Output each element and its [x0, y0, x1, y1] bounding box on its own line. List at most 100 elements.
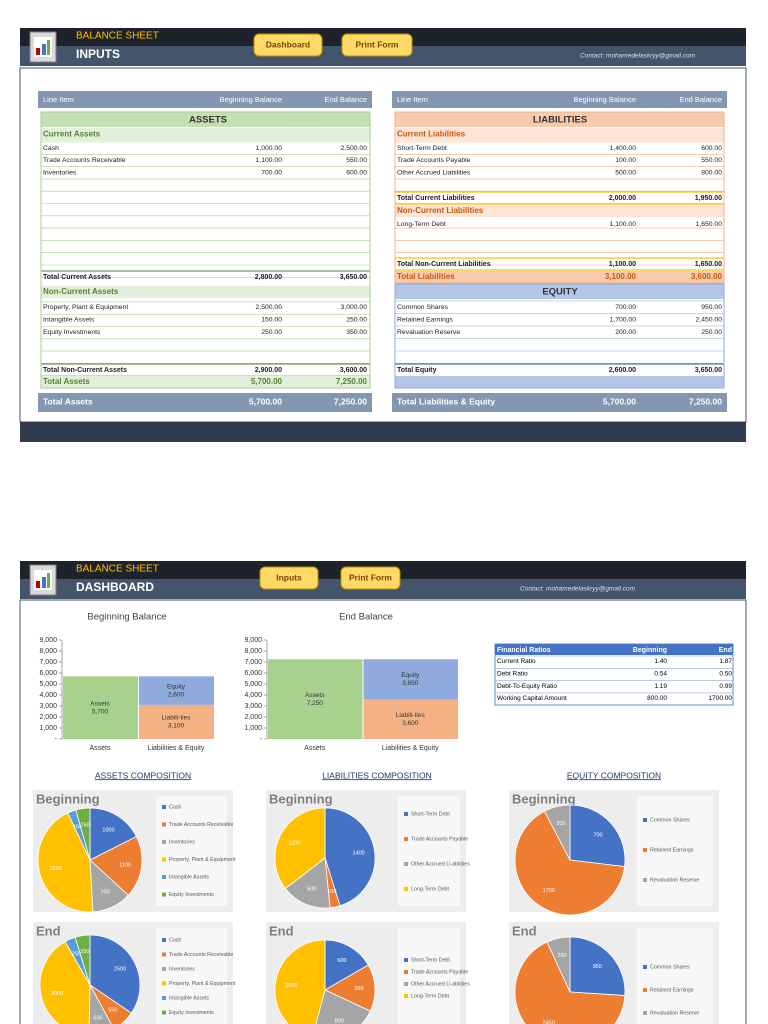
contact: Contact: mohamedelaskryy@gmail.com — [580, 53, 696, 60]
row-label: Total Current Assets — [43, 274, 111, 281]
legend-swatch — [404, 970, 408, 974]
row-label: Debt Ratio — [497, 671, 528, 678]
nav-button[interactable] — [340, 566, 401, 590]
cell-value: 250.00 — [261, 329, 282, 336]
legend-label: Other Accrued Li-abilities — [411, 981, 470, 987]
chart-title: Beginning — [512, 791, 576, 806]
y-tick-label: 2,000 — [244, 714, 262, 721]
cell-value: 600.00 — [701, 145, 722, 152]
row-label: Total Assets — [43, 396, 93, 406]
data-label: 100 — [327, 889, 336, 895]
table-footer — [392, 393, 727, 412]
table-border — [494, 643, 734, 706]
nav-button[interactable] — [341, 33, 413, 57]
pie-slice — [324, 964, 376, 1012]
legend-swatch — [162, 805, 166, 809]
nav-button-label[interactable]: Print Form — [356, 39, 399, 49]
y-tick-label: 9,000 — [244, 637, 262, 644]
legend-label: Property, Plant & Equipment — [169, 981, 236, 987]
pie-slice — [569, 936, 626, 996]
data-label: 1650 — [285, 983, 297, 989]
cell-value: 2,800.00 — [255, 274, 282, 281]
legend-swatch — [162, 952, 166, 957]
cell-value: 2,900.00 — [255, 367, 282, 374]
chart-title: End — [269, 923, 294, 938]
legend-label: Trade Accounts Payable — [411, 836, 468, 842]
pie-slice — [274, 939, 326, 1024]
cell-value: 250.00 — [346, 316, 367, 323]
row-label: Property, Plant & Equipment — [43, 304, 128, 311]
bar-segment — [63, 676, 138, 739]
cell-value: End — [719, 647, 732, 654]
legend-label: Short-Term Debt — [411, 811, 450, 817]
data-label: 5,700 — [92, 708, 109, 715]
legend-label: Long-Term Debt — [411, 886, 450, 892]
pie-slice — [39, 941, 91, 1024]
nav-button-label[interactable]: Print Form — [349, 572, 392, 582]
legend-swatch — [162, 822, 166, 827]
legend-label: Common Shares — [650, 817, 690, 823]
legend-box — [156, 796, 227, 906]
table-border — [394, 111, 725, 284]
cell-value: 1,700.00 — [610, 316, 637, 323]
nav-button-label[interactable]: Dashboard — [266, 39, 310, 49]
cell-value: 100.00 — [615, 157, 636, 164]
cell-value: 150.00 — [261, 316, 282, 323]
legend-label: Common Shares — [650, 964, 690, 970]
cell-value: 2,000.00 — [609, 195, 636, 202]
data-label-name: Liabili-ties — [162, 715, 192, 722]
cell-value: 1.87 — [719, 658, 732, 665]
group-heading: Current Assets — [43, 130, 101, 139]
pie-slice — [274, 807, 326, 890]
y-tick-label: 8,000 — [244, 648, 262, 655]
legend-swatch — [643, 965, 647, 969]
cell-value: 1.19 — [654, 683, 667, 690]
row-label: Equity Investments — [43, 329, 101, 336]
cell-value: 550.00 — [346, 157, 367, 164]
legend-swatch — [643, 878, 647, 882]
cell-value: 950.00 — [701, 304, 722, 311]
cell-value: 1,950.00 — [695, 195, 722, 202]
legend-label: Retained Earnings — [650, 847, 694, 853]
legend-label: Trade Accounts Payable — [411, 969, 468, 975]
pie-slice — [569, 804, 626, 868]
total-band — [41, 376, 370, 388]
sheet-subtitle: DASHBOARD — [76, 580, 154, 594]
app-icon — [47, 40, 50, 55]
data-label: 550 — [354, 986, 363, 992]
legend-label: Trade Accounts Receivable — [169, 952, 233, 958]
legend-box — [637, 796, 713, 906]
data-label: 3000 — [51, 991, 63, 997]
x-tick-label: Liabilities & Equity — [382, 745, 439, 752]
data-label: 500 — [307, 887, 316, 893]
nav-button[interactable] — [259, 566, 319, 590]
row-label: Financial Ratios — [497, 647, 551, 654]
legend-label: Cash — [169, 937, 181, 943]
data-label: 1400 — [352, 850, 364, 856]
row-label: Working Capital Amount — [497, 695, 567, 702]
legend-swatch — [162, 857, 166, 862]
data-label: 2450 — [543, 1020, 555, 1024]
legend-label: Revaluation Reserve — [650, 1010, 699, 1016]
nav-button-label[interactable]: Inputs — [276, 572, 302, 582]
legend-swatch — [404, 994, 408, 998]
y-tick-label: 6,000 — [244, 670, 262, 677]
cell-value: 3,650.00 — [340, 274, 367, 281]
data-label: 2,600 — [168, 691, 185, 698]
table-header — [392, 91, 727, 108]
row-label: Intangible Assets — [43, 316, 95, 323]
cell-value: 700.00 — [261, 169, 282, 176]
nav-button[interactable] — [253, 33, 323, 57]
section-title: EQUITY COMPOSITION — [567, 770, 661, 780]
y-tick-label: 5,000 — [244, 681, 262, 688]
pie-slice — [89, 984, 132, 1024]
legend-swatch — [162, 875, 166, 879]
row-label: Total Assets — [43, 377, 90, 386]
legend-swatch — [643, 988, 647, 992]
row-label: Current Ratio — [497, 658, 536, 665]
data-label: 2500 — [50, 866, 62, 872]
pie-slice — [324, 939, 369, 991]
cell-value: 1.40 — [654, 658, 667, 665]
